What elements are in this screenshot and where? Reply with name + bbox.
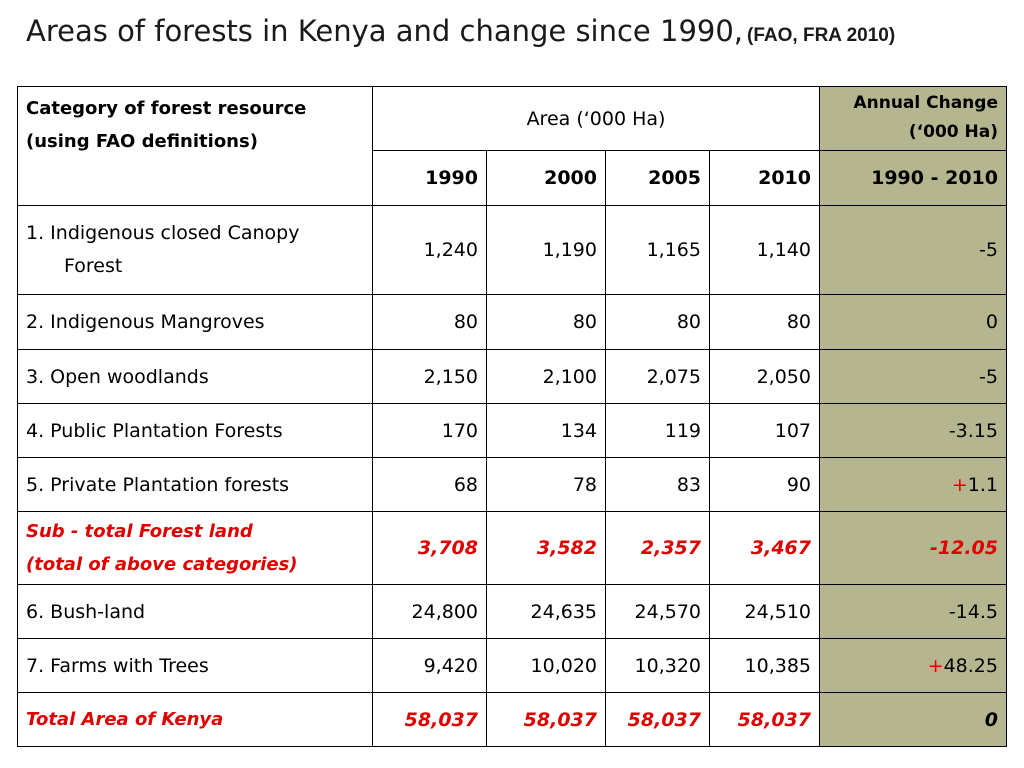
value-2000: 10,020 bbox=[486, 638, 606, 693]
row-label: 3. Open woodlands bbox=[17, 349, 373, 404]
annual-change-value: -5 bbox=[819, 349, 1007, 404]
value-2005: 2,357 bbox=[605, 511, 710, 585]
subtotal-label-line2: (total of above categories) bbox=[26, 554, 298, 575]
annual-change-value: -12.05 bbox=[819, 511, 1007, 585]
value-2000: 24,635 bbox=[486, 584, 606, 639]
value-2010: 1,140 bbox=[709, 205, 820, 295]
value-1990: 80 bbox=[372, 294, 487, 350]
value-2010: 58,037 bbox=[709, 692, 820, 747]
value-1990: 58,037 bbox=[372, 692, 487, 747]
value-2005: 119 bbox=[605, 403, 710, 458]
row-label: 6. Bush-land bbox=[17, 584, 373, 639]
increase-sign: + bbox=[951, 473, 968, 496]
annual-change-value: -5 bbox=[819, 205, 1007, 295]
value-2000: 58,037 bbox=[486, 692, 606, 747]
row-label-line2: Forest bbox=[64, 255, 123, 277]
header-row-1: Category of forest resource (using FAO d… bbox=[17, 86, 1007, 206]
value-1990: 24,800 bbox=[372, 584, 487, 639]
row-label: 2. Indigenous Mangroves bbox=[17, 294, 373, 350]
value-2000: 134 bbox=[486, 403, 606, 458]
table-row: 1. Indigenous closed Canopy Forest 1,240… bbox=[17, 205, 1007, 295]
category-header-line2: (using FAO definitions) bbox=[26, 131, 258, 152]
annual-change-header-line1: Annual Change bbox=[853, 93, 998, 113]
value-2005: 1,165 bbox=[605, 205, 710, 295]
value-1990: 3,708 bbox=[372, 511, 487, 585]
annual-change-value: 0 bbox=[819, 692, 1007, 747]
table-row: 6. Bush-land 24,800 24,635 24,570 24,510… bbox=[17, 584, 1007, 639]
value-2010: 2,050 bbox=[709, 349, 820, 404]
value-1990: 68 bbox=[372, 457, 487, 512]
value-2000: 78 bbox=[486, 457, 606, 512]
annual-change-value: +48.25 bbox=[819, 638, 1007, 693]
table-row: 3. Open woodlands 2,150 2,100 2,075 2,05… bbox=[17, 349, 1007, 404]
year-header-2005: 2005 bbox=[605, 150, 710, 206]
value-2000: 80 bbox=[486, 294, 606, 350]
change-amount: 1.1 bbox=[967, 473, 998, 496]
category-header: Category of forest resource (using FAO d… bbox=[17, 86, 373, 206]
annual-change-value: -3.15 bbox=[819, 403, 1007, 458]
value-2000: 1,190 bbox=[486, 205, 606, 295]
annual-change-value: -14.5 bbox=[819, 584, 1007, 639]
value-2010: 80 bbox=[709, 294, 820, 350]
title-source: (FAO, FRA 2010) bbox=[747, 25, 896, 46]
value-2010: 24,510 bbox=[709, 584, 820, 639]
value-2010: 90 bbox=[709, 457, 820, 512]
forest-area-table: Category of forest resource (using FAO d… bbox=[17, 86, 1007, 747]
value-2005: 2,075 bbox=[605, 349, 710, 404]
row-label: 4. Public Plantation Forests bbox=[17, 403, 373, 458]
value-1990: 2,150 bbox=[372, 349, 487, 404]
table-row: 7. Farms with Trees 9,420 10,020 10,320 … bbox=[17, 638, 1007, 693]
row-label: 5. Private Plantation forests bbox=[17, 457, 373, 512]
value-2010: 10,385 bbox=[709, 638, 820, 693]
value-2005: 80 bbox=[605, 294, 710, 350]
subtotal-row: Sub - total Forest land (total of above … bbox=[17, 511, 1007, 585]
value-1990: 1,240 bbox=[372, 205, 487, 295]
change-period-header: 1990 - 2010 bbox=[819, 150, 1007, 206]
category-header-line1: Category of forest resource bbox=[26, 98, 307, 119]
value-2000: 2,100 bbox=[486, 349, 606, 404]
title-main: Areas of forests in Kenya and change sin… bbox=[26, 14, 744, 48]
value-2005: 83 bbox=[605, 457, 710, 512]
value-2005: 10,320 bbox=[605, 638, 710, 693]
subtotal-label: Sub - total Forest land (total of above … bbox=[17, 511, 373, 585]
annual-change-header: Annual Change (‘000 Ha) bbox=[819, 86, 1007, 151]
total-row: Total Area of Kenya 58,037 58,037 58,037… bbox=[17, 692, 1007, 747]
increase-sign: + bbox=[927, 654, 944, 677]
row-label: 7. Farms with Trees bbox=[17, 638, 373, 693]
year-header-2000: 2000 bbox=[486, 150, 606, 206]
subtotal-label-line1: Sub - total Forest land bbox=[26, 521, 253, 542]
value-1990: 9,420 bbox=[372, 638, 487, 693]
page-title: Areas of forests in Kenya and change sin… bbox=[26, 14, 1016, 48]
year-header-1990: 1990 bbox=[372, 150, 487, 206]
change-amount: 48.25 bbox=[943, 654, 998, 677]
value-2010: 3,467 bbox=[709, 511, 820, 585]
value-2010: 107 bbox=[709, 403, 820, 458]
row-label: 1. Indigenous closed Canopy Forest bbox=[17, 205, 373, 295]
area-header: Area (‘000 Ha) bbox=[372, 86, 820, 151]
header-row-2: 1990 2000 2005 2010 1990 - 2010 bbox=[18, 150, 1007, 206]
year-header-2010: 2010 bbox=[709, 150, 820, 206]
value-2005: 24,570 bbox=[605, 584, 710, 639]
annual-change-value: +1.1 bbox=[819, 457, 1007, 512]
value-1990: 170 bbox=[372, 403, 487, 458]
table-row: 2. Indigenous Mangroves 80 80 80 80 0 bbox=[17, 294, 1007, 350]
value-2005: 58,037 bbox=[605, 692, 710, 747]
total-label: Total Area of Kenya bbox=[17, 692, 373, 747]
annual-change-header-line2: (‘000 Ha) bbox=[908, 122, 998, 142]
annual-change-value: 0 bbox=[819, 294, 1007, 350]
row-label-line1: 1. Indigenous closed Canopy bbox=[26, 222, 300, 244]
table-row: 4. Public Plantation Forests 170 134 119… bbox=[17, 403, 1007, 458]
value-2000: 3,582 bbox=[486, 511, 606, 585]
table-row: 5. Private Plantation forests 68 78 83 9… bbox=[17, 457, 1007, 512]
